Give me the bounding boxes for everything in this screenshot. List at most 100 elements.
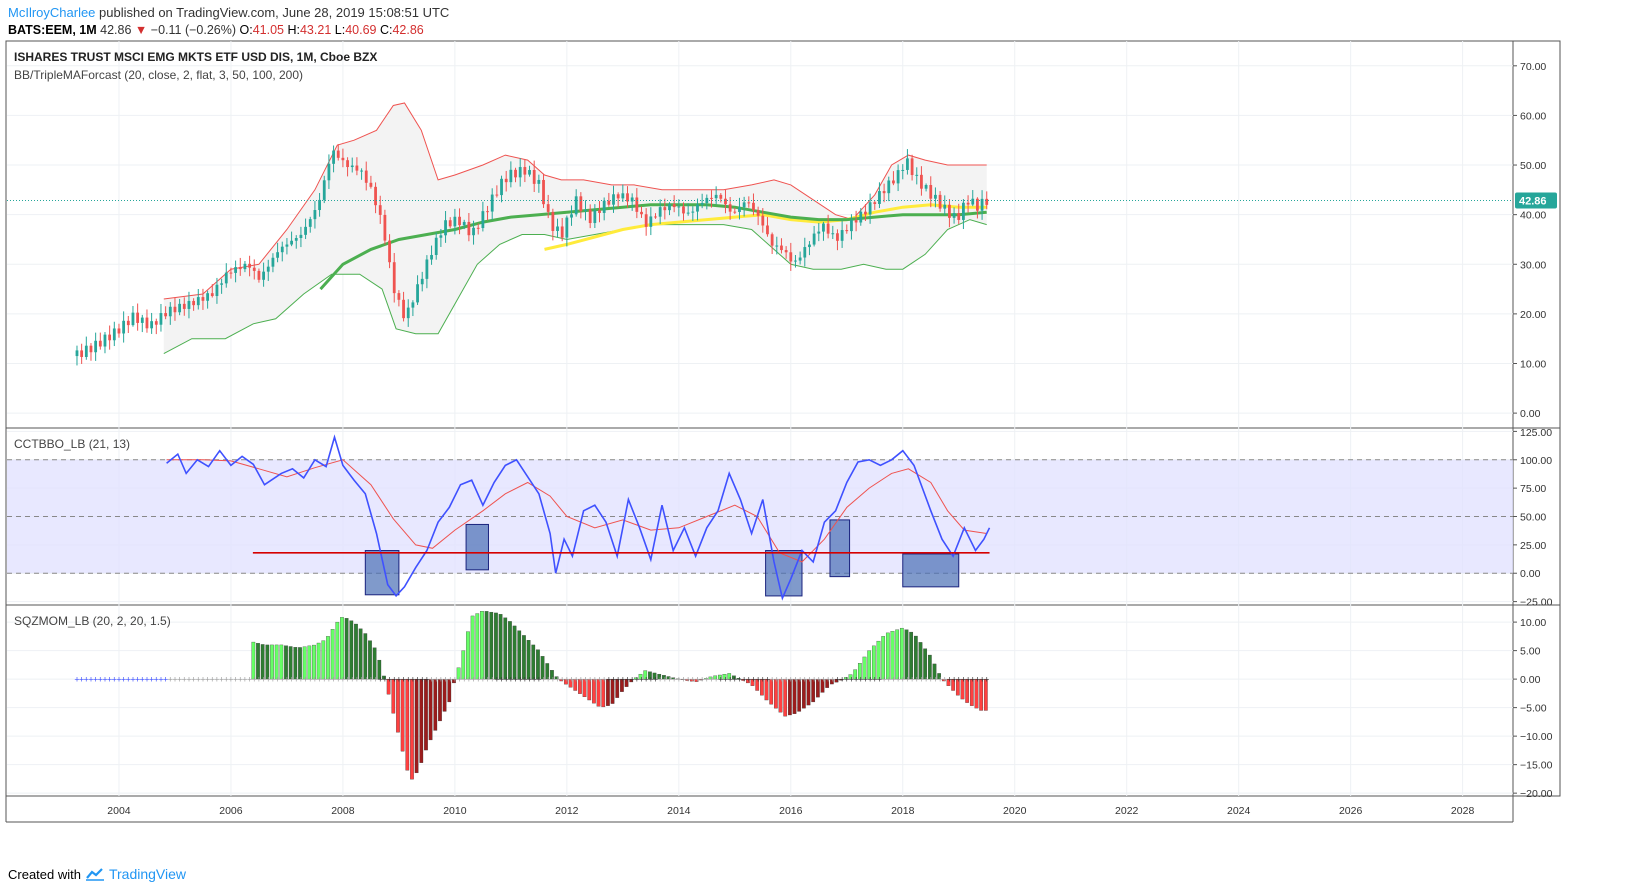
candle-body xyxy=(934,194,937,199)
squeeze-marker: + xyxy=(107,675,112,685)
candle-body xyxy=(836,233,839,241)
candle-body xyxy=(789,252,793,262)
squeeze-marker: + xyxy=(532,675,537,685)
momentum-bar xyxy=(596,678,601,707)
momentum-bar xyxy=(564,678,568,685)
squeeze-marker: + xyxy=(350,675,355,685)
candle-body xyxy=(355,165,359,171)
price-axis-tick-label: 50.00 xyxy=(1520,512,1546,524)
candle-body xyxy=(556,226,559,231)
price-axis-tick-label: 75.00 xyxy=(1520,483,1546,495)
chart-svg[interactable]: 2004 2006 2008 2010 2012 2014 2016 2018 2020 2022… xyxy=(0,0,1627,860)
candle-body xyxy=(98,340,102,347)
momentum-bar xyxy=(321,640,326,680)
candle-body xyxy=(327,163,331,181)
candle-body xyxy=(598,210,601,213)
price-axis-tick-label: 125.00 xyxy=(1520,427,1552,439)
momentum-bar xyxy=(811,678,816,703)
squeeze-marker: + xyxy=(420,675,425,685)
squeeze-marker: + xyxy=(546,675,551,685)
squeeze-marker: + xyxy=(686,675,691,685)
candle-body xyxy=(271,257,275,267)
squeeze-marker: + xyxy=(690,675,695,685)
candle-body xyxy=(766,225,769,235)
squeeze-marker: + xyxy=(718,675,723,685)
chart-area[interactable]: 2004 2006 2008 2010 2012 2014 2016 2018 2020 2022… xyxy=(0,0,1627,865)
candle-body xyxy=(308,219,312,227)
squeeze-marker: + xyxy=(191,675,196,685)
squeeze-marker: + xyxy=(214,675,219,685)
momentum-bar xyxy=(624,678,629,687)
candle-body xyxy=(952,213,956,218)
squeeze-marker: + xyxy=(695,675,700,685)
candle-body xyxy=(206,293,210,301)
squeeze-marker: + xyxy=(289,675,294,685)
time-axis-tick-label: 2026 xyxy=(1339,805,1363,817)
candle-body xyxy=(565,217,569,238)
momentum-bar xyxy=(536,649,540,680)
candle-body xyxy=(136,312,140,323)
candle-body xyxy=(341,157,345,161)
candle-body xyxy=(402,299,405,319)
candle-body xyxy=(304,226,307,235)
candle-body xyxy=(938,194,942,209)
squeeze-marker: + xyxy=(476,675,481,685)
symbol-info: BATS:EEM, 1M 42.86 ▼ −0.11 (−0.26%) O:41… xyxy=(8,23,424,37)
momentum-bar xyxy=(251,641,256,680)
candle-body xyxy=(887,180,891,194)
momentum-bar xyxy=(857,663,862,680)
momentum-bar xyxy=(372,647,377,680)
squeeze-marker: + xyxy=(928,675,933,685)
author-link[interactable]: McIlroyCharlee xyxy=(8,5,96,20)
squeeze-marker: + xyxy=(79,675,84,685)
squeeze-marker: + xyxy=(560,675,565,685)
candle-body xyxy=(187,300,191,309)
squeeze-marker: + xyxy=(247,675,252,685)
candle-body xyxy=(644,214,648,227)
momentum-bar xyxy=(722,674,727,680)
squeeze-marker: + xyxy=(909,675,914,685)
squeeze-marker: + xyxy=(756,675,761,685)
squeeze-marker: + xyxy=(569,675,574,685)
time-axis-tick-label: 2020 xyxy=(1003,805,1027,817)
candle-body xyxy=(523,167,527,175)
symbol-name[interactable]: BATS:EEM, 1M xyxy=(8,23,97,37)
momentum-bar xyxy=(419,678,424,763)
squeeze-marker: + xyxy=(298,675,303,685)
candle-body xyxy=(528,170,531,175)
candle-body xyxy=(112,328,116,341)
momentum-bar xyxy=(358,628,363,680)
momentum-bar xyxy=(554,676,559,680)
last-price-badge xyxy=(1515,192,1557,209)
candle-body xyxy=(616,194,620,199)
momentum-bar xyxy=(494,612,498,680)
squeeze-marker: + xyxy=(508,675,513,685)
momentum-bar xyxy=(788,678,792,716)
squeeze-marker: + xyxy=(723,675,728,685)
candle-body xyxy=(966,202,970,205)
squeeze-marker: + xyxy=(434,675,439,685)
candle-body xyxy=(635,197,639,212)
price-axis-tick-label: 0.00 xyxy=(1520,568,1541,580)
footer: Created with TradingView xyxy=(8,866,186,882)
momentum-bar xyxy=(983,678,988,711)
squeeze-marker: + xyxy=(779,675,784,685)
tradingview-brand-link[interactable]: TradingView xyxy=(108,866,187,882)
momentum-bar xyxy=(909,631,914,680)
indicator-label: BB/TripleMAForcast (20, close, 2, flat, … xyxy=(14,68,303,82)
squeeze-marker: + xyxy=(816,675,821,685)
momentum-bar xyxy=(960,678,965,700)
time-axis-tick-label: 2006 xyxy=(219,805,243,817)
candle-body xyxy=(262,271,265,280)
candle-body xyxy=(728,204,732,212)
squeeze-marker: + xyxy=(471,675,476,685)
momentum-bar xyxy=(918,642,923,680)
squeeze-marker: + xyxy=(788,675,793,685)
momentum-bar xyxy=(676,678,680,680)
squeeze-marker: + xyxy=(331,675,336,685)
squeeze-marker: + xyxy=(919,675,924,685)
momentum-bar xyxy=(615,678,620,698)
momentum-bar xyxy=(680,678,685,680)
momentum-bar xyxy=(690,678,694,682)
momentum-bar xyxy=(498,614,503,680)
